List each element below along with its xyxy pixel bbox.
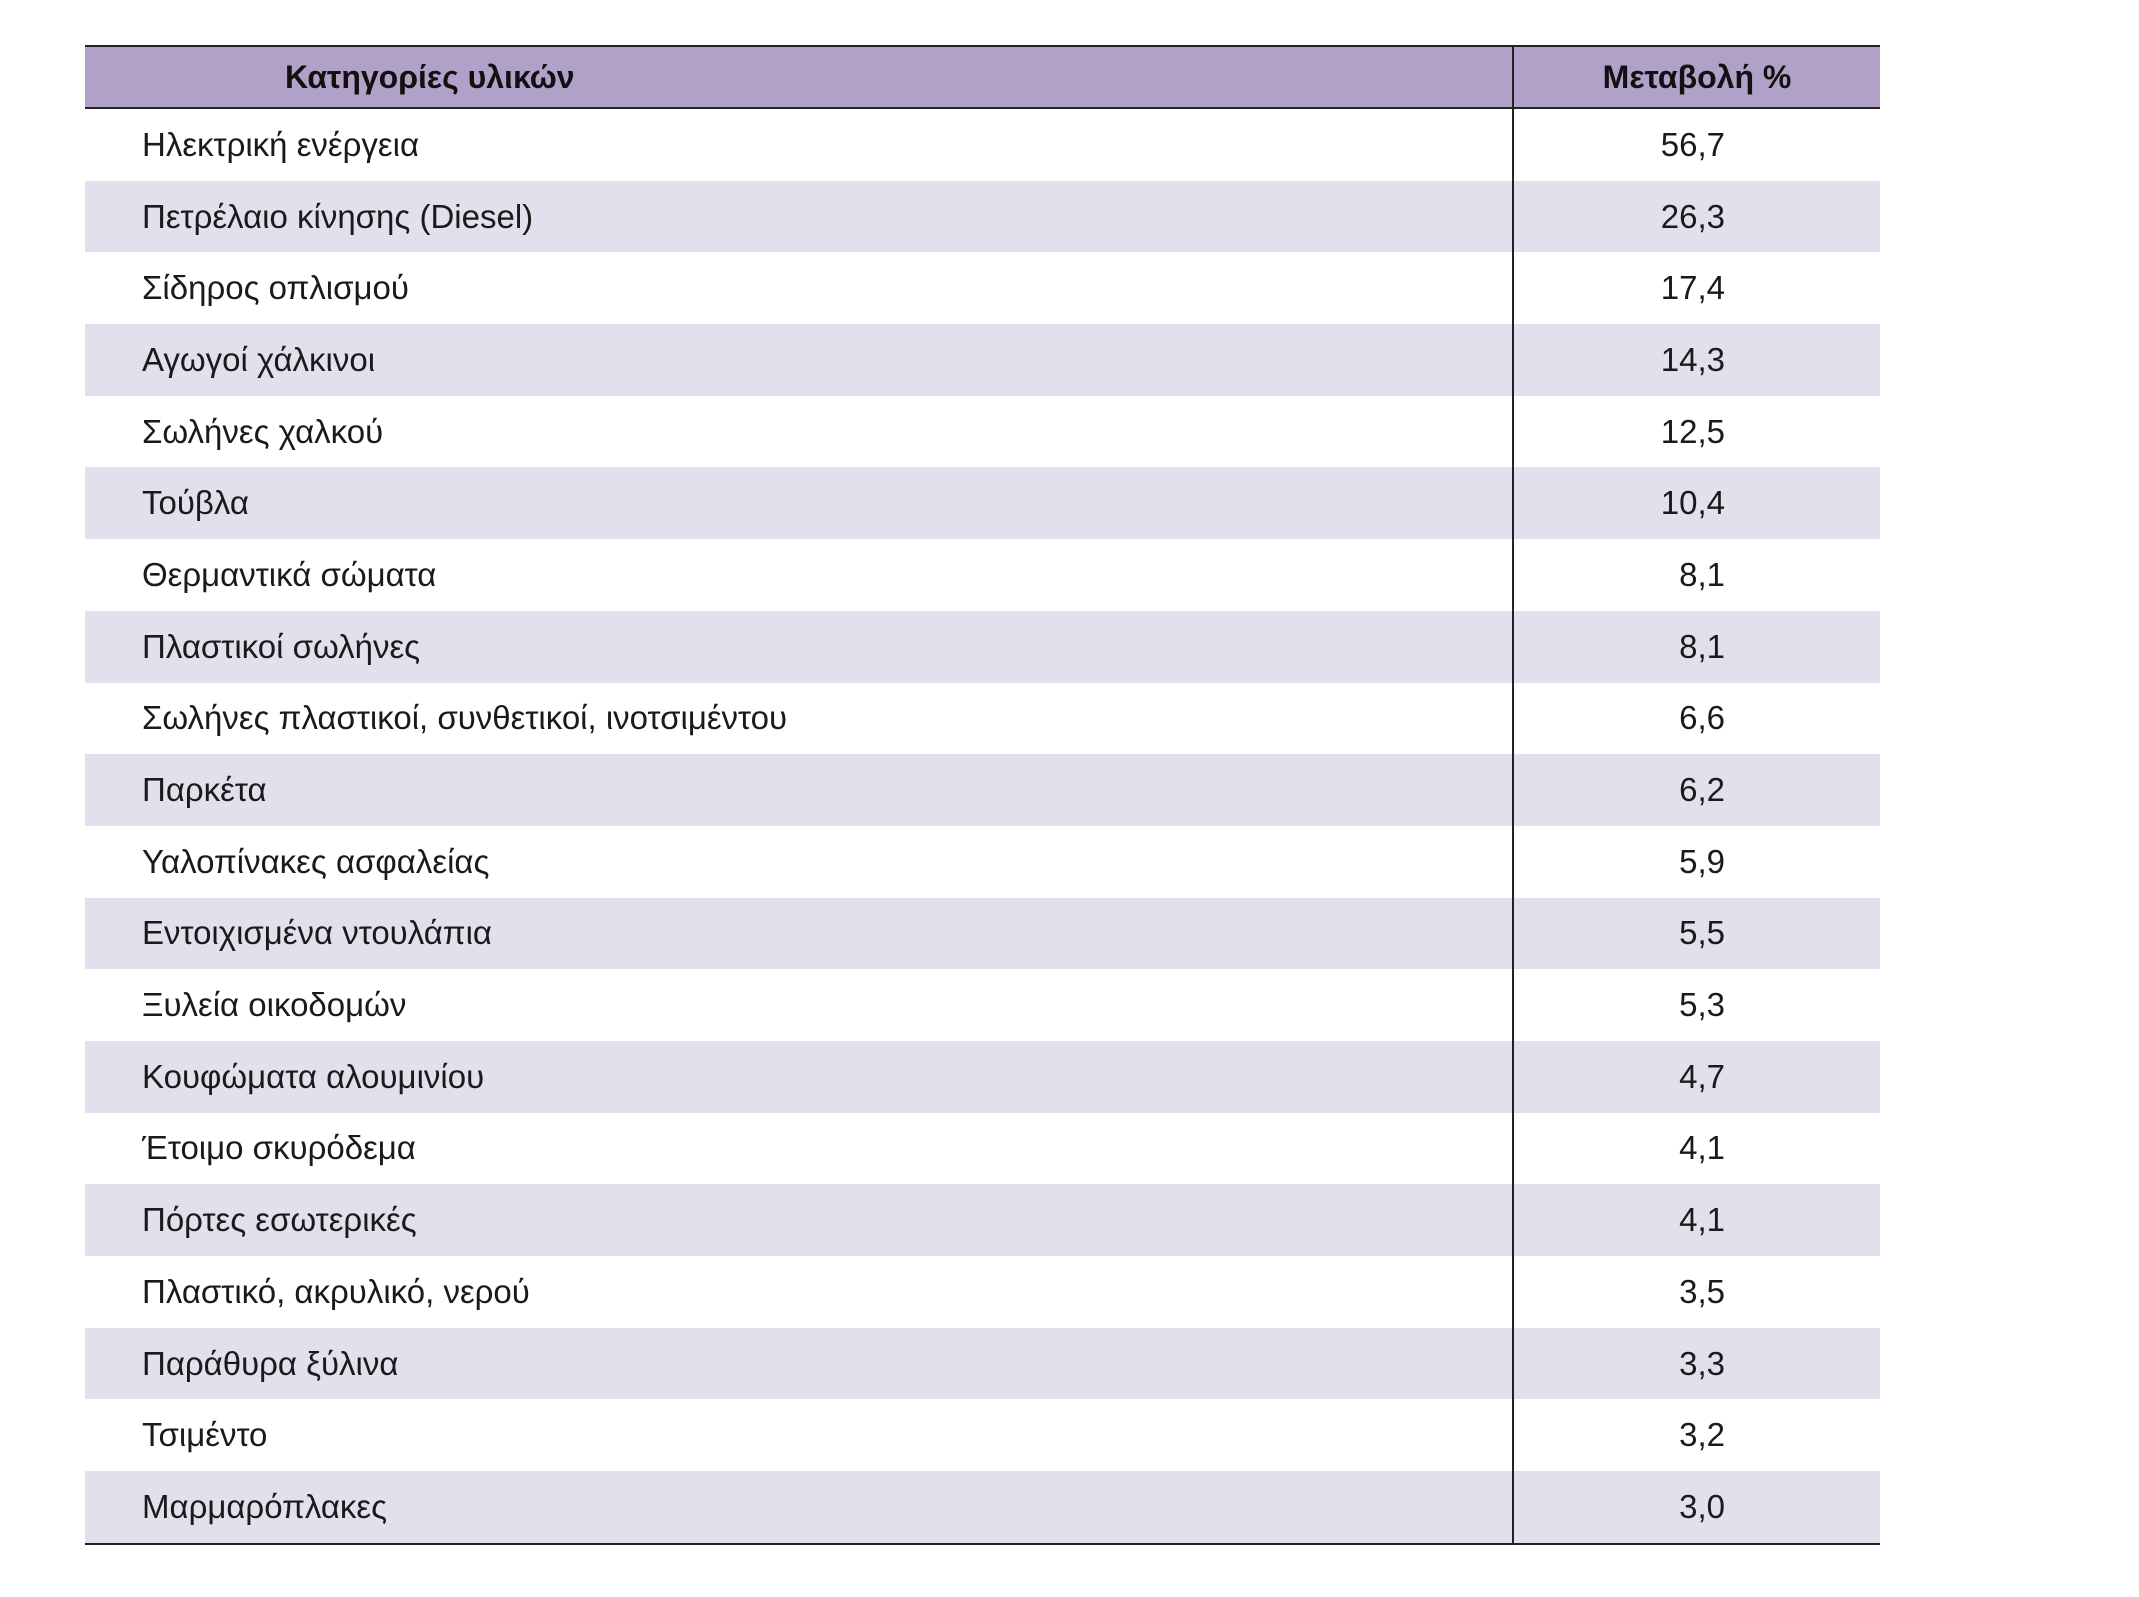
row-category: Τούβλα <box>85 467 1513 540</box>
row-category: Υαλοπίνακες ασφαλείας <box>142 842 490 880</box>
table-row: Ηλεκτρική ενέργεια 56,7 <box>85 108 1880 181</box>
table-row: Έτοιμο σκυρόδεμα 4,1 <box>85 1112 1880 1185</box>
row-category: Σωλήνες πλαστικοί, συνθετικοί, ινοτσιμέν… <box>142 699 788 737</box>
table-body: Ηλεκτρική ενέργεια 56,7 Πετρέλαιο κίνησης … <box>85 108 1880 1545</box>
row-change-percent: 3,5 <box>1512 1256 1880 1328</box>
row-category: Παρκέτα <box>85 754 1513 826</box>
row-category: Τσιμέντο <box>142 1416 268 1454</box>
header-row: Κατηγορίες υλικών Μεταβολή % <box>85 45 1880 109</box>
table-row: Πετρέλαιο κίνησης (Diesel) 26,3 <box>85 180 1880 253</box>
table-header: Κατηγορίες υλικών Μεταβολή % <box>85 45 1880 109</box>
table-row: Εντοιχισμένα ντουλάπια 5,5 <box>85 897 1880 970</box>
row-change-percent: 5,5 <box>1512 897 1880 970</box>
row-change-percent: 26,3 <box>1512 180 1880 253</box>
row-change-percent: 8,1 <box>1512 610 1880 683</box>
row-category: Σωλήνες χαλκού <box>142 412 384 450</box>
table-row: Παρκέτα 6,2 <box>85 754 1880 826</box>
row-change-percent: 3,3 <box>1512 1327 1880 1400</box>
row-change-percent: 12,5 <box>1512 395 1880 468</box>
header-change-percent: Μεταβολή % <box>1512 45 1880 109</box>
table-row: Σωλήνες πλαστικοί, συνθετικοί, ινοτσιμέν… <box>85 682 1880 755</box>
row-category: Πετρέλαιο κίνησης (Diesel) <box>85 180 1513 253</box>
row-change-percent: 6,2 <box>1512 754 1880 826</box>
row-category: Πλαστικοί σωλήνες <box>85 610 1513 683</box>
row-category: Ξυλεία οικοδομών <box>142 986 407 1024</box>
table-row: Σωλήνες χαλκού 12,5 <box>85 395 1880 468</box>
row-category: Έτοιμο σκυρόδεμα <box>142 1129 416 1167</box>
row-change-percent: 4,7 <box>1512 1040 1880 1113</box>
table-row: Μαρμαρόπλακες 3,0 <box>85 1471 1880 1545</box>
row-category: Σίδηρος οπλισμού <box>142 269 409 307</box>
table-row: Ξυλεία οικοδομών 5,3 <box>85 969 1880 1041</box>
row-change-percent: 3,0 <box>1512 1471 1880 1545</box>
row-change-percent: 14,3 <box>1512 324 1880 396</box>
row-change-percent: 4,1 <box>1512 1112 1880 1185</box>
table-row: Τσιμέντο 3,2 <box>85 1399 1880 1472</box>
table-row: Πλαστικό, ακρυλικό, νερού 3,5 <box>85 1256 1880 1328</box>
row-change-percent: 17,4 <box>1512 252 1880 325</box>
row-category: Εντοιχισμένα ντουλάπια <box>85 897 1513 970</box>
row-change-percent: 4,1 <box>1512 1184 1880 1256</box>
table-row: Κουφώματα αλουμινίου 4,7 <box>85 1040 1880 1113</box>
row-category: Πόρτες εσωτερικές <box>85 1184 1513 1256</box>
row-change-percent: 8,1 <box>1512 539 1880 611</box>
row-category: Πλαστικό, ακρυλικό, νερού <box>142 1272 530 1310</box>
materials-price-change-table: Κατηγορίες υλικών Μεταβολή % Ηλεκτρική ε… <box>85 45 1880 1545</box>
table-row: Σίδηρος οπλισμού 17,4 <box>85 252 1880 325</box>
materials-table-container: Κατηγορίες υλικών Μεταβολή % Ηλεκτρική ε… <box>85 45 1880 1545</box>
row-category: Θερμαντικά σώματα <box>142 555 437 593</box>
row-change-percent: 56,7 <box>1512 108 1880 181</box>
table-row: Υαλοπίνακες ασφαλείας 5,9 <box>85 825 1880 898</box>
row-change-percent: 5,9 <box>1512 825 1880 898</box>
table-row: Πλαστικοί σωλήνες 8,1 <box>85 610 1880 683</box>
row-change-percent: 3,2 <box>1512 1399 1880 1472</box>
row-category: Αγωγοί χάλκινοι <box>85 324 1513 396</box>
table-row: Αγωγοί χάλκινοι 14,3 <box>85 324 1880 396</box>
row-change-percent: 6,6 <box>1512 682 1880 755</box>
table-row: Θερμαντικά σώματα 8,1 <box>85 539 1880 611</box>
row-change-percent: 10,4 <box>1512 467 1880 540</box>
table-row: Τούβλα 10,4 <box>85 467 1880 540</box>
row-category: Κουφώματα αλουμινίου <box>85 1040 1513 1113</box>
row-category: Μαρμαρόπλακες <box>85 1471 1513 1545</box>
row-category: Παράθυρα ξύλινα <box>85 1327 1513 1400</box>
header-category: Κατηγορίες υλικών <box>85 45 1513 109</box>
row-change-percent: 5,3 <box>1512 969 1880 1041</box>
table-row: Πόρτες εσωτερικές 4,1 <box>85 1184 1880 1256</box>
row-category: Ηλεκτρική ενέργεια <box>142 125 420 163</box>
table-row: Παράθυρα ξύλινα 3,3 <box>85 1327 1880 1400</box>
